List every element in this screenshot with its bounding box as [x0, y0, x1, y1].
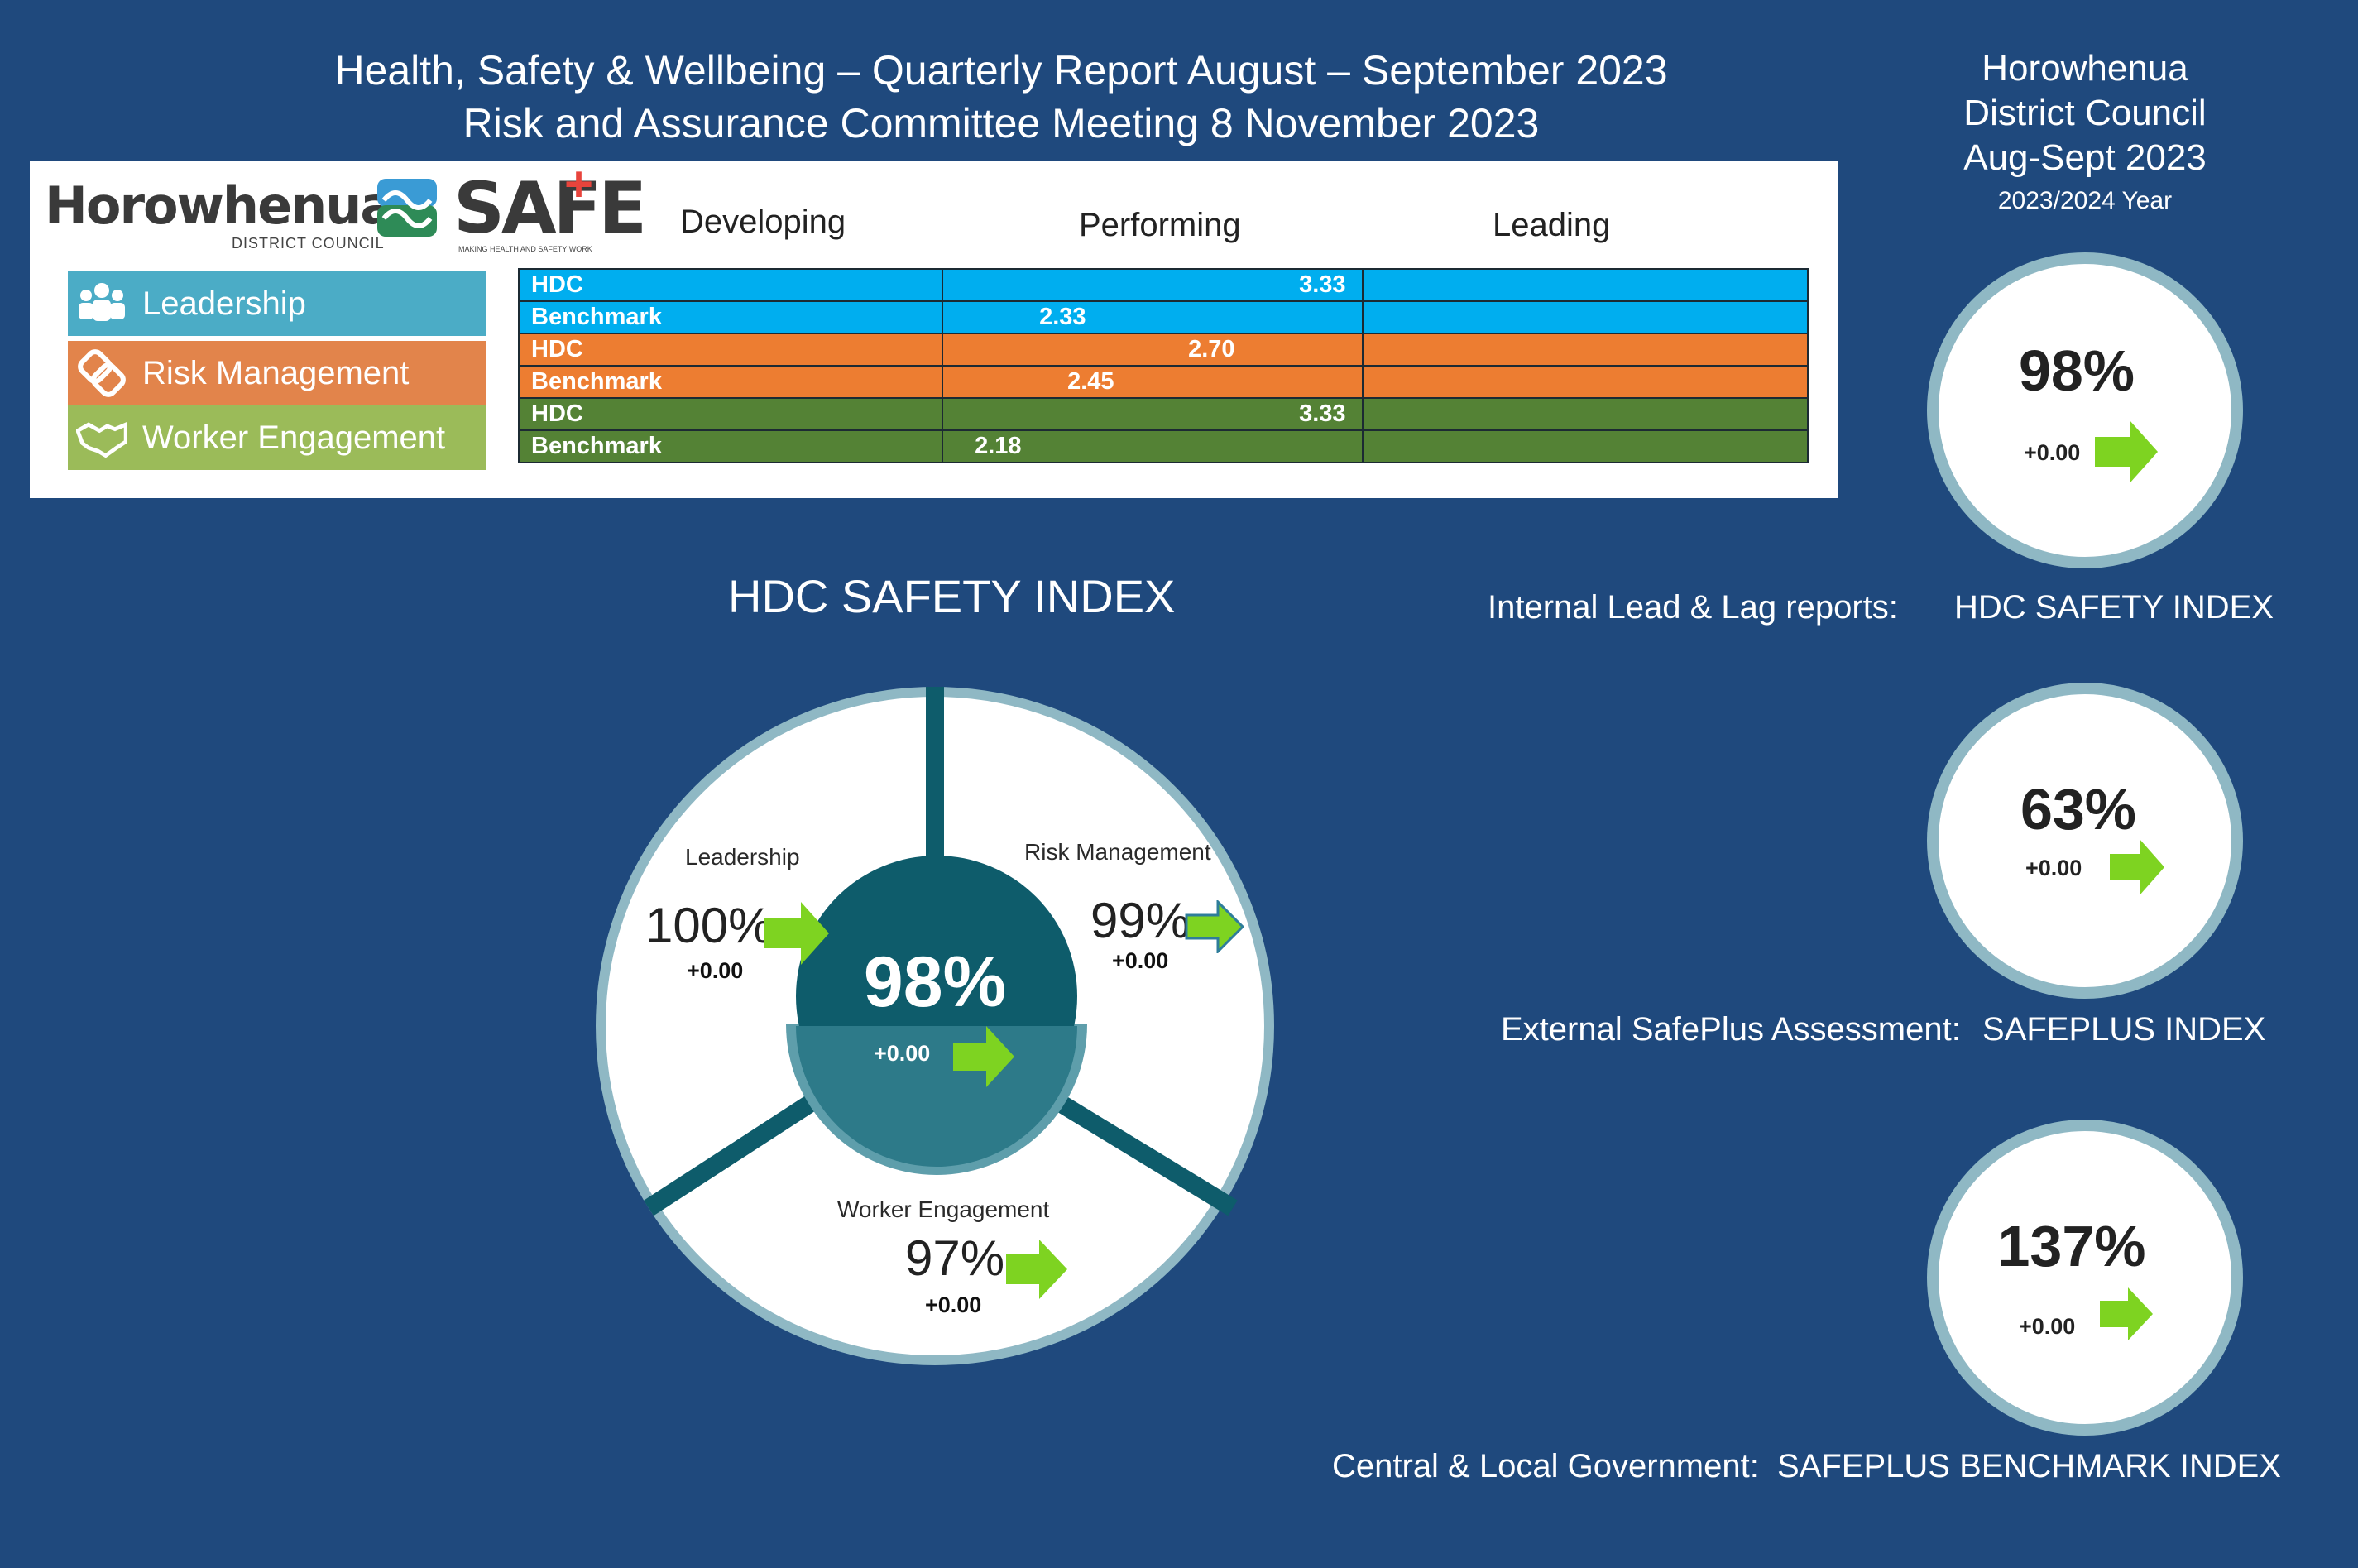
- safeplus-index-pct: 63%: [2020, 777, 2137, 842]
- safeplus-index-delta: +0.00: [2025, 856, 2082, 880]
- hdc-safety-index-caption-left: Internal Lead & Lag reports:: [1488, 589, 1898, 626]
- handshake-icon: [76, 412, 127, 463]
- row-value: 3.33: [1299, 400, 1346, 427]
- safeplus-benchmark-index-circle: [1927, 1120, 2243, 1436]
- dial-worker-delta: +0.00: [925, 1292, 982, 1317]
- category-worker-engagement: Worker Engagement: [68, 405, 486, 470]
- arrow-right-icon: [2110, 839, 2164, 895]
- safeplus-index-caption-right: SAFEPLUS INDEX: [1982, 1011, 2266, 1048]
- dial-risk-delta: +0.00: [1112, 948, 1169, 973]
- table-row: HDC 3.33: [517, 397, 1809, 431]
- table-row: HDC 3.33: [517, 268, 1809, 302]
- horowhenua-emblem-icon: [377, 179, 437, 237]
- dial-worker-pct: 97%: [905, 1230, 1005, 1286]
- arrow-right-icon: [1185, 900, 1244, 953]
- horowhenua-logo-sub: DISTRICT COUNCIL: [232, 235, 385, 252]
- row-value: 2.33: [1039, 304, 1086, 330]
- assessment-table: HDC 3.33 Benchmark 2.33 HDC 2.70 Benchma…: [517, 268, 1809, 463]
- scale-performing: Performing: [1079, 207, 1241, 243]
- dial-risk-label: Risk Management: [1024, 839, 1211, 865]
- dial-leadership-delta: +0.00: [687, 958, 744, 983]
- chain-link-icon: [76, 348, 127, 399]
- row-value: 2.45: [1067, 368, 1114, 395]
- arrow-right-icon: [953, 1026, 1014, 1087]
- table-row: Benchmark 2.45: [517, 365, 1809, 399]
- hdc-safety-index-pct: 98%: [2018, 338, 2135, 403]
- org-year: 2023/2024 Year: [1997, 187, 2173, 214]
- scale-leading: Leading: [1493, 207, 1611, 243]
- row-label: HDC: [517, 268, 944, 302]
- dial-leadership-pct: 100%: [645, 898, 773, 953]
- safeplus-benchmark-caption-left: Central & Local Government:: [1332, 1448, 1759, 1484]
- row-value: 2.70: [1188, 336, 1235, 362]
- row-label: Benchmark: [517, 429, 944, 463]
- row-value: 2.18: [975, 433, 1022, 459]
- row-label: HDC: [517, 333, 944, 367]
- dial-center-pct: 98%: [863, 942, 1007, 1022]
- safeplus-benchmark-index-pct: 137%: [1997, 1214, 2146, 1278]
- report-title: Health, Safety & Wellbeing – Quarterly R…: [334, 47, 1668, 94]
- safeplus-index-circle: [1927, 683, 2243, 999]
- dial-center-delta: +0.00: [874, 1041, 931, 1066]
- safeplus-benchmark-caption-right: SAFEPLUS BENCHMARK INDEX: [1777, 1448, 2282, 1484]
- category-label: Worker Engagement: [142, 419, 446, 456]
- category-leadership: Leadership: [68, 271, 486, 336]
- hdc-safety-index-delta: +0.00: [2024, 440, 2081, 465]
- row-label: Benchmark: [517, 300, 944, 334]
- safety-index-dial: [596, 687, 1274, 1365]
- scale-developing: Developing: [680, 204, 846, 240]
- hdc-safety-index-circle: [1927, 252, 2243, 568]
- org-period: Aug-Sept 2023: [1963, 137, 2207, 178]
- hdc-safety-index-caption-right: HDC SAFETY INDEX: [1954, 589, 2274, 626]
- row-value: 3.33: [1299, 271, 1346, 298]
- safeplus-logo: SAFE: [453, 167, 647, 250]
- table-row: HDC 2.70: [517, 333, 1809, 367]
- table-row: Benchmark 2.33: [517, 300, 1809, 334]
- org-name-line2: District Council: [1963, 93, 2207, 133]
- dial-worker-label: Worker Engagement: [837, 1196, 1050, 1222]
- horowhenua-logo: Horowhenua: [45, 175, 395, 236]
- report-subtitle: Risk and Assurance Committee Meeting 8 N…: [462, 100, 1540, 146]
- arrow-right-icon: [2100, 1287, 2153, 1340]
- arrow-right-icon: [764, 902, 829, 965]
- people-icon: [76, 278, 127, 329]
- safeplus-logo-sub: MAKING HEALTH AND SAFETY WORK: [458, 245, 592, 253]
- dial-risk-pct: 99%: [1090, 893, 1191, 948]
- safeplus-index-caption-left: External SafePlus Assessment:: [1501, 1011, 1961, 1048]
- category-label: Risk Management: [142, 354, 410, 391]
- org-name-line1: Horowhenua: [1982, 48, 2188, 89]
- category-risk-management: Risk Management: [68, 341, 486, 405]
- row-label: HDC: [517, 397, 944, 431]
- arrow-right-icon: [2095, 420, 2158, 483]
- table-row: Benchmark 2.18: [517, 429, 1809, 463]
- safeplus-logo-plus: +: [564, 156, 594, 212]
- assessment-panel: Horowhenua DISTRICT COUNCIL SAFE + MAKIN…: [30, 156, 1838, 498]
- safeplus-benchmark-index-delta: +0.00: [2019, 1314, 2076, 1339]
- category-label: Leadership: [142, 285, 306, 322]
- arrow-right-icon: [1006, 1240, 1067, 1299]
- dial-title: HDC SAFETY INDEX: [728, 570, 1176, 622]
- dial-leadership-label: Leadership: [685, 844, 800, 870]
- row-label: Benchmark: [517, 365, 944, 399]
